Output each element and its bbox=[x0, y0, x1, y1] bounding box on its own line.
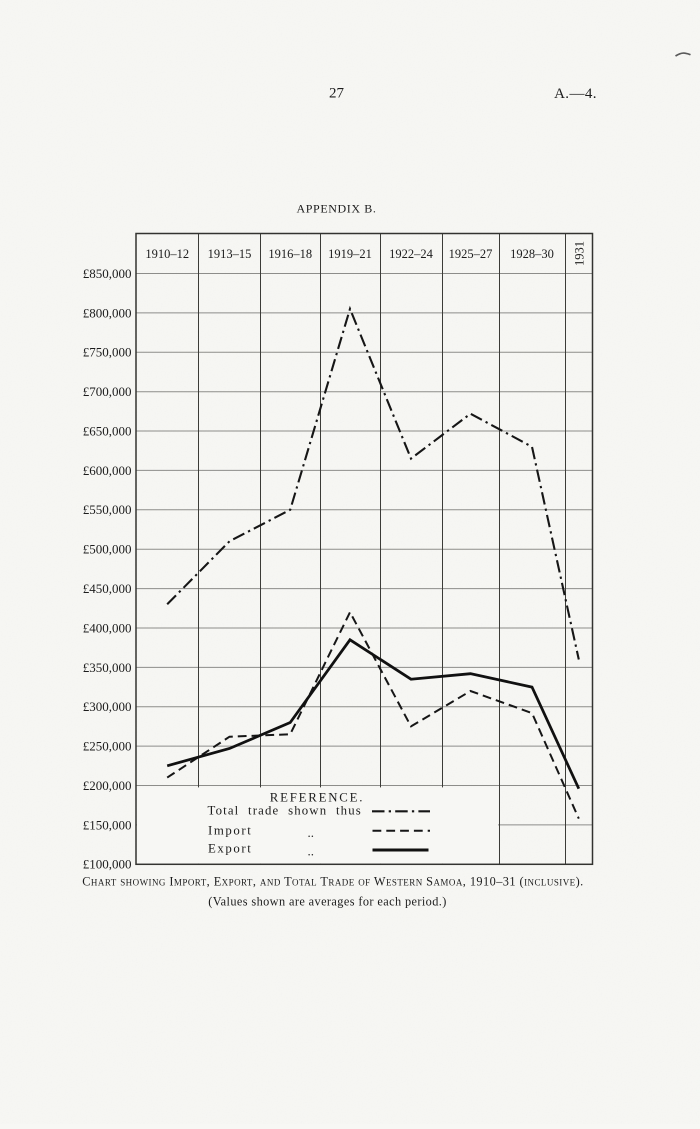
svg-text:1913–15: 1913–15 bbox=[208, 247, 252, 261]
svg-text:REFERENCE.: REFERENCE. bbox=[270, 791, 364, 805]
svg-text:APPENDIX B.: APPENDIX B. bbox=[297, 202, 377, 216]
svg-text:Export: Export bbox=[208, 842, 252, 856]
svg-text:£200,000: £200,000 bbox=[83, 778, 132, 793]
svg-text:1922–24: 1922–24 bbox=[389, 247, 434, 261]
svg-text:1925–27: 1925–27 bbox=[449, 247, 493, 261]
svg-text:Total trade shown thus: Total trade shown thus bbox=[208, 804, 362, 818]
svg-text:£150,000: £150,000 bbox=[83, 817, 132, 832]
svg-text:A.—4.: A.—4. bbox=[554, 86, 597, 102]
svg-text:£250,000: £250,000 bbox=[83, 739, 132, 754]
svg-text:Import: Import bbox=[208, 823, 252, 837]
svg-text:..: .. bbox=[308, 845, 314, 859]
svg-text:(Values shown are averages for: (Values shown are averages for each peri… bbox=[208, 895, 447, 909]
svg-text:£300,000: £300,000 bbox=[83, 699, 132, 714]
svg-text:1916–18: 1916–18 bbox=[268, 247, 312, 261]
svg-text:£700,000: £700,000 bbox=[83, 384, 132, 399]
svg-text:£500,000: £500,000 bbox=[83, 542, 132, 557]
svg-text:£400,000: £400,000 bbox=[83, 620, 132, 635]
svg-text:£850,000: £850,000 bbox=[83, 266, 132, 281]
svg-text:1910–12: 1910–12 bbox=[145, 247, 189, 261]
svg-text:27: 27 bbox=[329, 86, 345, 102]
svg-text:£750,000: £750,000 bbox=[83, 345, 132, 360]
svg-text:1919–21: 1919–21 bbox=[328, 247, 372, 261]
svg-text:..: .. bbox=[308, 826, 314, 840]
svg-text:1931: 1931 bbox=[573, 241, 587, 266]
svg-text:£450,000: £450,000 bbox=[83, 581, 132, 596]
svg-text:£550,000: £550,000 bbox=[83, 502, 132, 517]
svg-text:1928–30: 1928–30 bbox=[510, 247, 554, 261]
svg-text:£100,000: £100,000 bbox=[83, 857, 132, 872]
svg-text:Chart showing Import, Export,: Chart showing Import, Export, and Total … bbox=[82, 875, 583, 889]
svg-text:£600,000: £600,000 bbox=[83, 463, 132, 478]
svg-text:£650,000: £650,000 bbox=[83, 423, 132, 438]
svg-text:£350,000: £350,000 bbox=[83, 660, 132, 675]
svg-text:£800,000: £800,000 bbox=[83, 305, 132, 320]
